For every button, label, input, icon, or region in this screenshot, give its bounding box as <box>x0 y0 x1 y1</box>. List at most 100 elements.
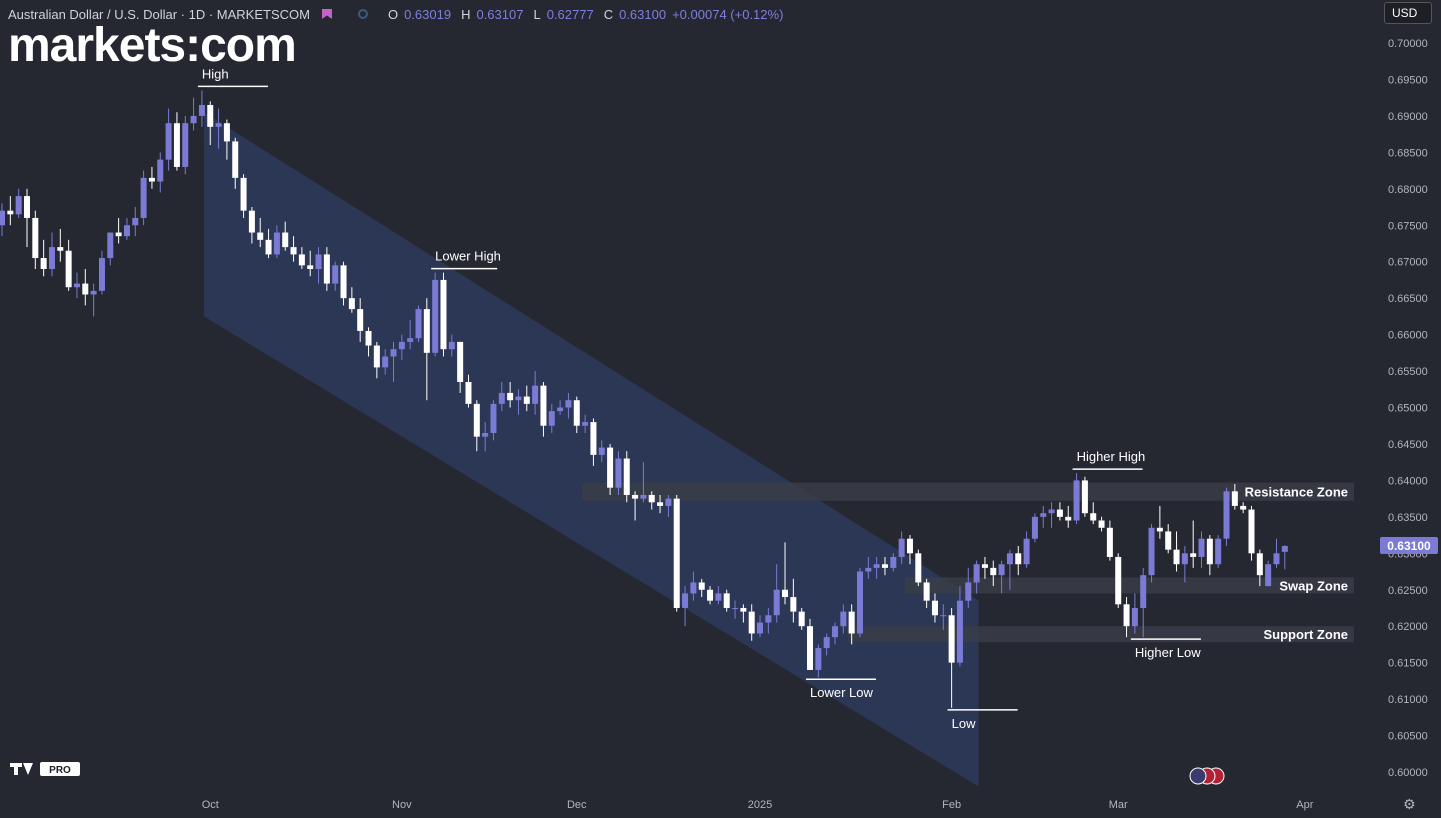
candle-body <box>57 247 64 251</box>
zones: Resistance Zone Swap Zone Support Zone <box>582 482 1354 643</box>
settings-gear-icon[interactable]: ⚙ <box>1403 796 1416 812</box>
candle-body <box>565 400 572 408</box>
candle-body <box>682 593 689 608</box>
candle-body <box>765 615 772 623</box>
price-tick: 0.65000 <box>1388 403 1428 415</box>
candle <box>590 418 597 466</box>
candle-body <box>723 593 730 608</box>
candle-body <box>557 407 564 412</box>
price-tick: 0.66000 <box>1388 330 1428 342</box>
candle <box>565 392 572 419</box>
candle-body <box>365 330 372 346</box>
candle <box>815 644 822 678</box>
low-value: 0.62777 <box>546 6 594 22</box>
candle-body <box>207 104 214 127</box>
candle-body <box>240 177 247 211</box>
price-tick: 0.69000 <box>1388 111 1428 123</box>
candle-body <box>340 265 347 299</box>
candle <box>790 578 797 623</box>
candle-body <box>1198 538 1205 557</box>
candle <box>532 371 539 415</box>
zone-swap-zone <box>905 577 1354 594</box>
event-flags-icon[interactable] <box>1189 767 1225 785</box>
candle <box>73 272 80 299</box>
candle <box>640 462 647 503</box>
candle-body <box>840 611 847 627</box>
flag-icon[interactable] <box>321 9 332 19</box>
candle-body <box>940 615 947 617</box>
candle-body <box>648 494 655 503</box>
candle <box>1081 476 1088 517</box>
candle-body <box>473 403 480 437</box>
candle <box>673 494 680 612</box>
candle-body <box>98 258 105 291</box>
candle <box>973 560 980 594</box>
candle <box>482 422 489 452</box>
candle <box>407 320 414 350</box>
candle <box>782 542 789 605</box>
time-tick: Oct <box>202 799 219 811</box>
candle <box>523 385 530 412</box>
candle-body <box>273 232 280 255</box>
candle-body <box>582 422 589 426</box>
candle <box>465 374 472 408</box>
svg-text:PRO: PRO <box>49 765 71 776</box>
candle-body <box>407 338 414 342</box>
candle-body <box>157 159 164 182</box>
candle <box>856 567 863 638</box>
price-axis[interactable]: 0.70000 0.69500 0.69000 0.68500 0.68000 0.675… <box>1388 38 1428 779</box>
candle <box>848 604 855 645</box>
price-tick: 0.68000 <box>1388 184 1428 196</box>
logo-left: markets <box>8 19 186 72</box>
candle <box>357 298 364 342</box>
candle-body <box>832 626 838 638</box>
candle-body <box>906 538 913 554</box>
candle <box>940 604 947 630</box>
candle-body <box>307 265 314 269</box>
anno-lower-high: Lower High <box>435 249 501 264</box>
candle-body <box>1081 480 1088 514</box>
candle <box>1031 513 1038 543</box>
candle-body <box>998 564 1005 576</box>
candle-body <box>1023 538 1030 565</box>
close-label: C <box>603 6 614 22</box>
candle-body <box>165 123 172 160</box>
candle-body <box>132 217 139 226</box>
symbol-title[interactable]: Australian Dollar / U.S. Dollar · 1D · M… <box>8 6 310 22</box>
candle <box>323 247 330 291</box>
candle <box>1015 546 1022 576</box>
candle-body <box>548 411 555 426</box>
candle <box>1240 502 1247 514</box>
last-price-box <box>1380 537 1438 555</box>
candle <box>48 232 55 277</box>
price-tick: 0.60500 <box>1388 731 1428 743</box>
candle <box>557 400 564 415</box>
candle <box>140 170 147 226</box>
anno-low: Low <box>952 716 976 731</box>
price-tick: 0.67000 <box>1388 257 1428 269</box>
candle-body <box>490 403 497 434</box>
candle <box>1048 502 1055 528</box>
candle <box>582 414 589 434</box>
candle <box>23 188 30 248</box>
time-tick: 2025 <box>748 799 772 811</box>
candle-body <box>532 385 539 404</box>
price-tick: 0.64000 <box>1388 475 1428 487</box>
price-tick: 0.62500 <box>1388 585 1428 597</box>
time-tick: Nov <box>392 799 412 811</box>
candle-body <box>807 626 814 670</box>
high-label: H <box>461 6 471 22</box>
candle-body <box>457 341 464 382</box>
candle <box>198 90 205 127</box>
candle <box>207 101 214 146</box>
candle-body <box>315 254 322 269</box>
time-axis[interactable]: Oct Nov Dec 2025 Feb Mar Apr <box>202 799 1314 811</box>
anno-lower-low: Lower Low <box>810 685 873 700</box>
low-label: L <box>533 6 541 22</box>
price-tick: 0.60000 <box>1388 767 1428 779</box>
currency-button[interactable]: USD <box>1384 2 1432 24</box>
candle <box>1273 538 1280 568</box>
candle-body <box>1265 564 1272 587</box>
chart-header: Australian Dollar / U.S. Dollar · 1D · M… <box>8 5 783 23</box>
